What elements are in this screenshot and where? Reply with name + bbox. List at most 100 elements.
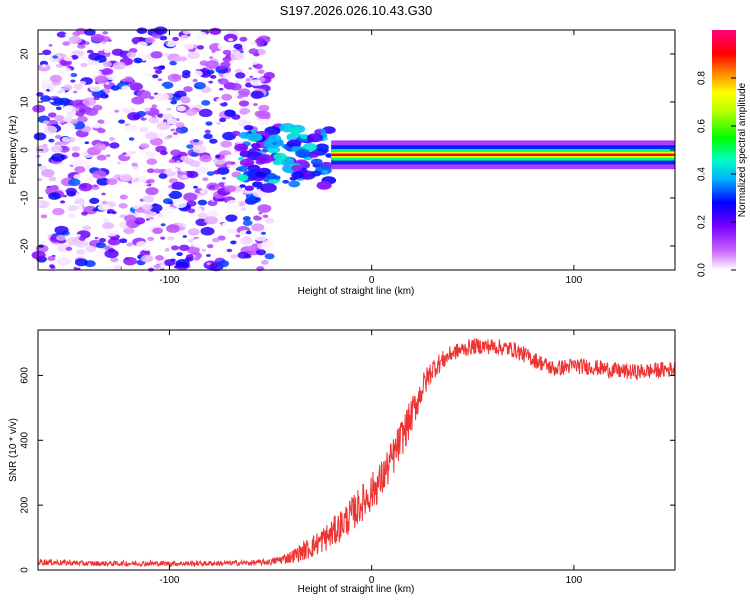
spectrogram-noise-blob [75,234,81,238]
spectrogram-noise-blob [111,210,117,215]
spectrogram-noise-blob [102,222,115,230]
spectrogram-noise-blob [190,151,199,157]
spectrogram-noise-blob [38,165,47,171]
spectrogram-noise-blob [205,121,213,126]
colorbar-tick-label: 0.4 [697,167,708,181]
spectrogram-noise-blob [157,78,163,82]
spectrogram-noise-blob [101,67,114,75]
colorbar: 0.0 0.2 0.4 0.6 0.8 Normalized spectral ampl… [697,30,748,277]
snr-panel: -100 0 100 0 200 400 600 Height of straight li… [8,329,676,595]
spectrogram-noise-blob [186,144,194,149]
spectrogram-noise-blob [166,224,181,233]
spectrogram-noise-blob [99,48,104,52]
spectrogram-noise-blob [63,55,73,62]
spectrogram-noise-blob [193,81,206,90]
spectrogram-noise-blob [225,214,238,222]
spectrogram-noise-blob [145,37,155,44]
spectrogram-transition-blob [273,152,287,161]
spectrogram-x-tick-label: 100 [566,275,583,286]
spectrogram-transition-blob [318,181,332,189]
spectrogram-noise-blob [260,259,269,265]
spectrogram-noise-blob [130,81,136,85]
spectrogram-noise-blob [68,178,81,187]
spectrogram-noise-blob [104,246,111,250]
spectrogram-noise-blob [146,73,153,78]
spectrogram-noise-blob [204,216,218,225]
spectrogram-noise-blob [70,79,76,83]
spectrogram-transition-blob [263,139,280,149]
spectrogram-noise-blob [91,122,102,129]
spectrogram-noise-blob [192,238,206,247]
spectrogram-noise-blob [178,244,190,252]
spectrogram-noise-blob [166,107,172,111]
spectrogram-noise-blob [222,222,229,227]
spectrogram-noise-blob [258,118,270,126]
spectrogram-noise-blob [206,69,215,75]
spectrogram-noise-blob [116,161,122,165]
spectrogram-noise-blob [230,51,244,61]
spectrogram-noise-blob [92,208,98,212]
spectrogram-y-tick-label: 20 [20,48,31,60]
spectrogram-noise-blob [252,61,258,65]
spectrogram-noise-blob [192,144,207,154]
spectrogram-noise-blob [58,67,72,76]
spectrogram-noise-blob [76,249,86,255]
spectrogram-noise-blob [82,225,92,231]
spectrogram-noise-blob [101,192,106,196]
spectrogram-noise-blob [40,214,48,219]
spectrogram-noise-blob [64,33,70,37]
spectrogram-noise-blob [134,166,139,169]
spectrogram-noise-blob [256,249,267,256]
spectrogram-noise-blob [152,227,163,235]
snr-x-label: Height of straight line (km) [298,584,415,595]
spectrogram-noise-blob [153,168,161,174]
spectrogram-noise-blob [252,102,258,107]
spectrogram-transition-blob [289,127,301,134]
spectrogram-noise-blob [171,245,180,251]
spectrogram-noise-blob [93,184,98,188]
spectrogram-noise-blob [42,143,48,147]
spectrogram-noise-blob [157,113,165,118]
spectrogram-noise-blob [263,72,275,79]
spectrogram-noise-blob [157,213,163,217]
spectrogram-noise-blob [80,62,88,68]
spectrogram-noise-blob [35,145,49,154]
spectrogram-noise-blob [53,87,66,95]
spectrogram-noise-blob [176,252,183,257]
spectrogram-noise-blob [206,171,215,176]
spectrogram-noise-blob [230,161,236,165]
spectrogram-noise-blob [127,112,141,121]
spectrogram-noise-blob [139,126,149,133]
spectrogram-noise-blob [53,40,66,48]
spectrogram-noise-blob [250,79,262,87]
spectrogram-noise-blob [56,31,67,38]
spectrogram-transition-blob [295,149,311,158]
spectrogram-marks [31,26,675,273]
spectrogram-noise-blob [139,249,151,257]
spectrogram-noise-blob [186,44,193,49]
spectrogram-noise-blob [260,231,266,235]
spectrogram-noise-blob [129,82,143,91]
spectrogram-noise-blob [43,125,58,134]
spectrogram-noise-blob [175,122,185,128]
spectrogram-noise-blob [154,69,163,74]
spectrogram-transition-blob [272,160,282,166]
spectrogram-noise-blob [54,179,61,183]
spectrogram-noise-blob [108,137,115,141]
spectrogram-noise-blob [217,259,230,268]
spectrogram-noise-blob [126,242,134,247]
colorbar-tick-label: 0.8 [697,71,708,85]
spectrogram-noise-blob [258,211,263,215]
spectrogram-noise-blob [158,133,165,138]
spectrogram-noise-blob [172,56,182,62]
spectrogram-noise-blob [213,170,221,175]
spectrogram-noise-blob [239,107,251,115]
spectrogram-noise-blob [45,187,56,194]
spectrogram-noise-blob [133,57,143,64]
spectrogram-noise-blob [94,75,109,84]
spectrogram-noise-blob [196,104,203,108]
spectrogram-noise-blob [200,226,215,236]
spectrogram-noise-blob [144,151,155,158]
spectrogram-noise-blob [193,31,208,40]
spectrogram-carrier-band-4 [331,153,675,156]
